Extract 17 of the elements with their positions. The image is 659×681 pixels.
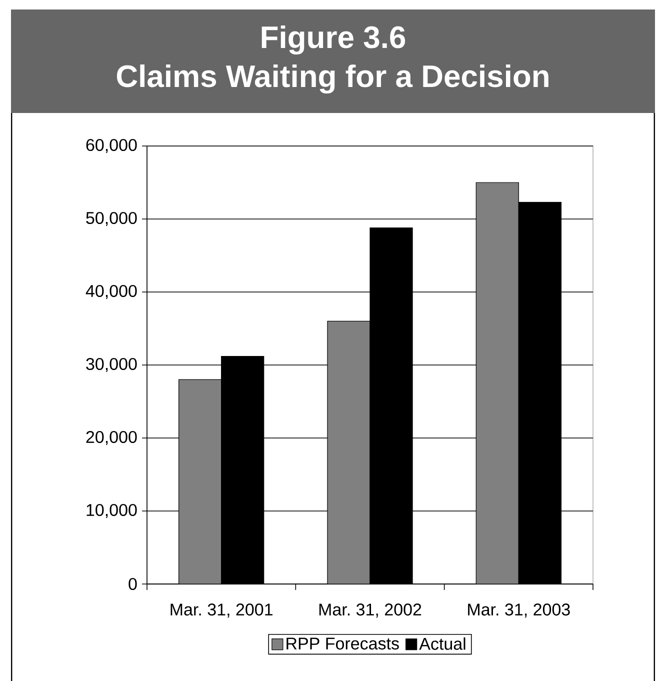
chart-subtitle: Claims Waiting for a Decision xyxy=(116,64,548,94)
y-tick-label: 10,000 xyxy=(86,504,137,518)
y-tick-label: 40,000 xyxy=(86,284,137,300)
bar xyxy=(327,320,370,584)
y-tick-label: 30,000 xyxy=(86,358,137,372)
y-tick-label: 0 xyxy=(128,578,137,590)
bar xyxy=(476,182,519,584)
bar xyxy=(178,379,222,584)
chart-title: Figure 3.6 xyxy=(262,25,406,55)
x-tick-label: Mar. 31, 2001 xyxy=(170,604,272,618)
y-tick-label: 60,000 xyxy=(86,138,137,154)
y-tick-label: 50,000 xyxy=(86,212,137,226)
legend-label: RPP Forecasts xyxy=(286,638,399,650)
x-tick-label: Mar. 31, 2002 xyxy=(319,604,422,618)
x-tick-label: Mar. 31, 2003 xyxy=(468,604,570,618)
y-tick-label: 20,000 xyxy=(86,430,137,446)
legend-label: Actual xyxy=(419,637,466,650)
